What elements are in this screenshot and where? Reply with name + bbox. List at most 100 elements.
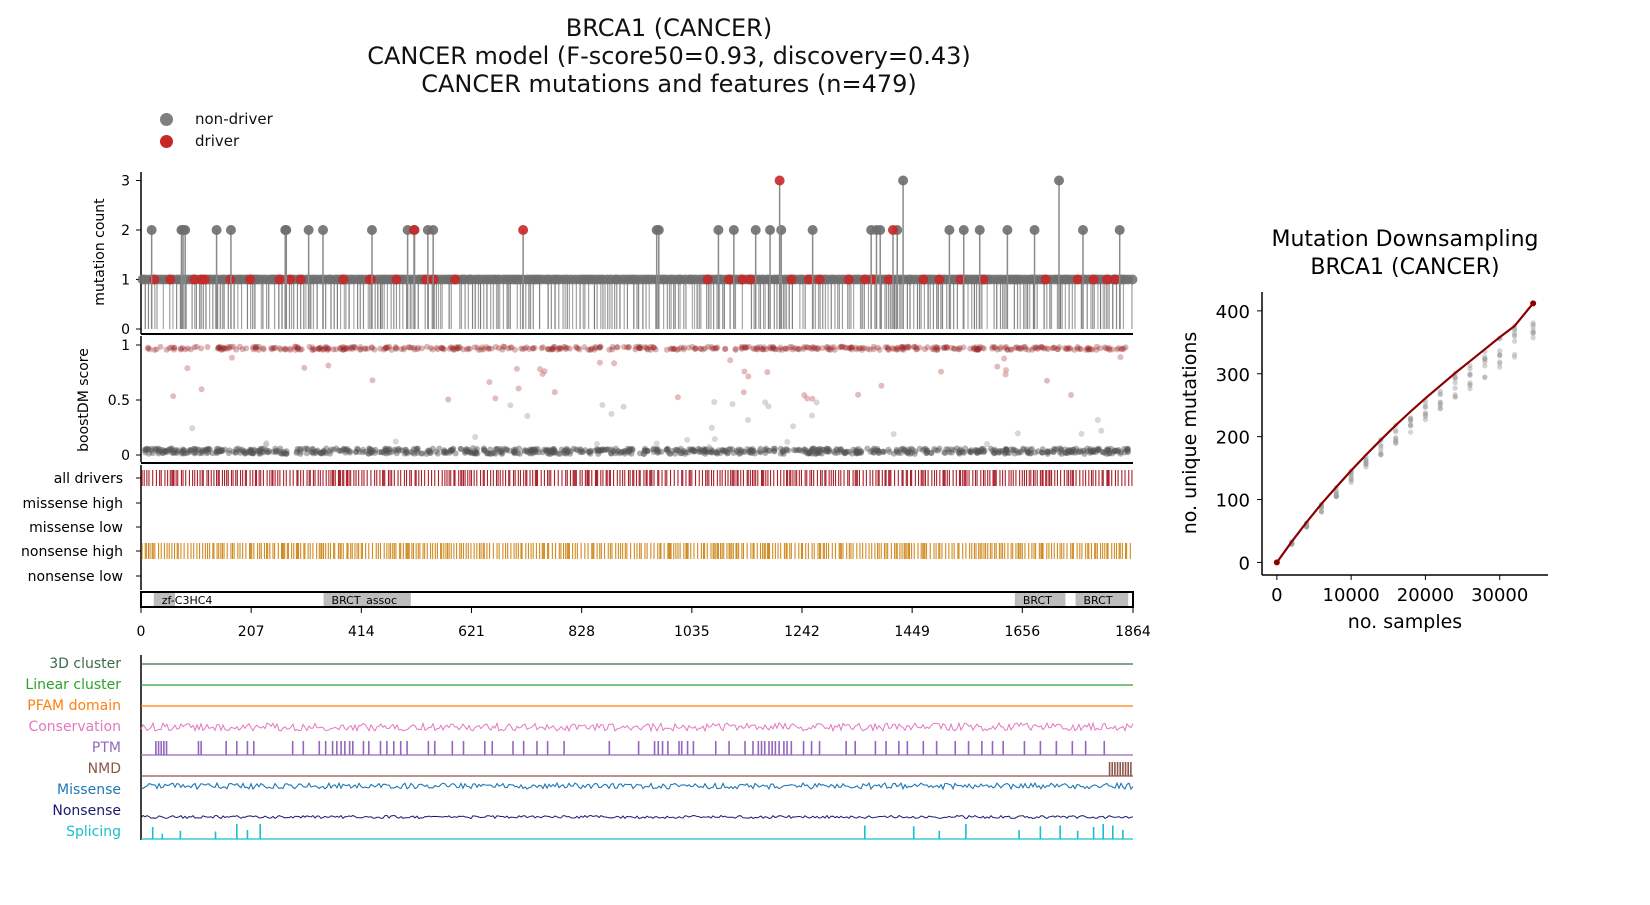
score-point-nondriver [783,447,790,454]
score-point-driver [317,344,324,351]
score-point-nondriver [232,449,239,456]
score-point-nondriver [899,445,906,452]
score-point-driver [975,346,982,353]
score-point-nondriver [1044,448,1051,455]
score-point-nondriver [908,449,915,456]
score-point-nondriver [345,447,352,454]
score-point-driver [870,346,877,353]
score-point-driver [171,346,178,353]
score-point-intermediate [184,365,191,372]
score-point-driver [975,346,982,353]
score-point-nondriver [599,447,606,454]
score-point-driver [575,345,582,352]
score-point-driver [179,344,186,351]
score-point-nondriver [251,447,258,454]
score-point-driver [455,343,462,350]
score-point-nondriver [443,450,450,457]
score-point-nondriver [499,449,506,456]
score-point-nondriver [854,449,861,456]
score-point-nondriver [205,449,212,456]
score-point-nondriver [992,449,999,456]
score-point-nondriver [650,446,657,453]
feature-label: PFAM domain [27,698,121,714]
score-point-nondriver [714,450,721,457]
score-point-nondriver [1115,447,1122,454]
score-point-nondriver [532,449,539,456]
score-point-nondriver [1047,448,1054,455]
score-point-driver [800,345,807,352]
score-point-nondriver [695,448,702,455]
score-point-driver [843,344,850,351]
score-point-driver [337,345,344,352]
score-point-nondriver [897,446,904,453]
score-point-nondriver [955,449,962,456]
score-point-nondriver [967,449,974,456]
score-point-nondriver [529,446,536,453]
score-point-nondriver [777,450,784,457]
score-point-nondriver [205,445,212,452]
score-point-driver [434,346,441,353]
score-point-nondriver [309,445,316,452]
score-point-nondriver [340,446,347,453]
score-point-nondriver [777,445,784,452]
downsampling-endpoint [1530,300,1537,307]
score-point-intermediate [507,402,514,409]
score-point-driver [511,346,518,353]
score-point-driver [295,346,302,353]
score-point-driver [475,346,482,353]
needle-head-driver [149,274,160,285]
score-point-nondriver [312,450,319,457]
score-point-nondriver [527,447,534,454]
score-point-nondriver [317,449,324,456]
score-point-nondriver [837,448,844,455]
score-point-driver [454,345,461,352]
score-point-nondriver [470,449,477,456]
downsampling-point [1511,354,1518,360]
score-point-nondriver [265,449,272,456]
score-point-nondriver [145,446,152,453]
score-point-nondriver [480,445,487,452]
score-point-nondriver [906,448,913,455]
score-point-nondriver [551,449,558,456]
score-point-nondriver [895,449,902,456]
needle-head-driver [887,225,898,235]
score-point-driver [325,345,332,352]
score-point-driver [609,346,616,353]
downsampling-point [1511,338,1518,344]
score-point-driver [722,345,729,352]
score-point-nondriver [1044,448,1051,455]
score-point-nondriver [654,448,661,455]
score-point-nondriver [226,447,233,454]
score-point-nondriver [1111,447,1118,454]
score-point-nondriver [870,449,877,456]
score-point-driver [340,346,347,353]
score-point-driver [778,346,785,353]
score-point-driver [166,345,173,352]
score-point-driver [488,345,495,352]
score-point-nondriver [523,447,530,454]
score-point-nondriver [544,450,551,457]
score-point-driver [979,344,986,351]
score-point-driver [204,344,211,351]
score-point-nondriver [481,447,488,454]
score-point-driver [680,346,687,353]
score-point-driver [827,346,834,353]
score-point-driver [362,345,369,352]
score-point-driver [762,346,769,353]
score-point-driver [1088,345,1095,352]
score-point-nondriver [959,449,966,456]
downsampling-point [1407,415,1414,421]
score-point-driver [866,346,873,353]
score-point-nondriver [942,450,949,457]
score-point-driver [282,346,289,353]
score-point-nondriver [320,448,327,455]
score-point-driver [815,345,822,352]
score-point-nondriver [463,448,470,455]
score-point-nondriver [796,447,803,454]
score-point-intermediate [762,399,769,406]
downsampling-point [1467,380,1473,386]
downsampling-point [1378,446,1384,452]
score-point-nondriver [1006,450,1013,457]
score-point-nondriver [198,450,205,457]
